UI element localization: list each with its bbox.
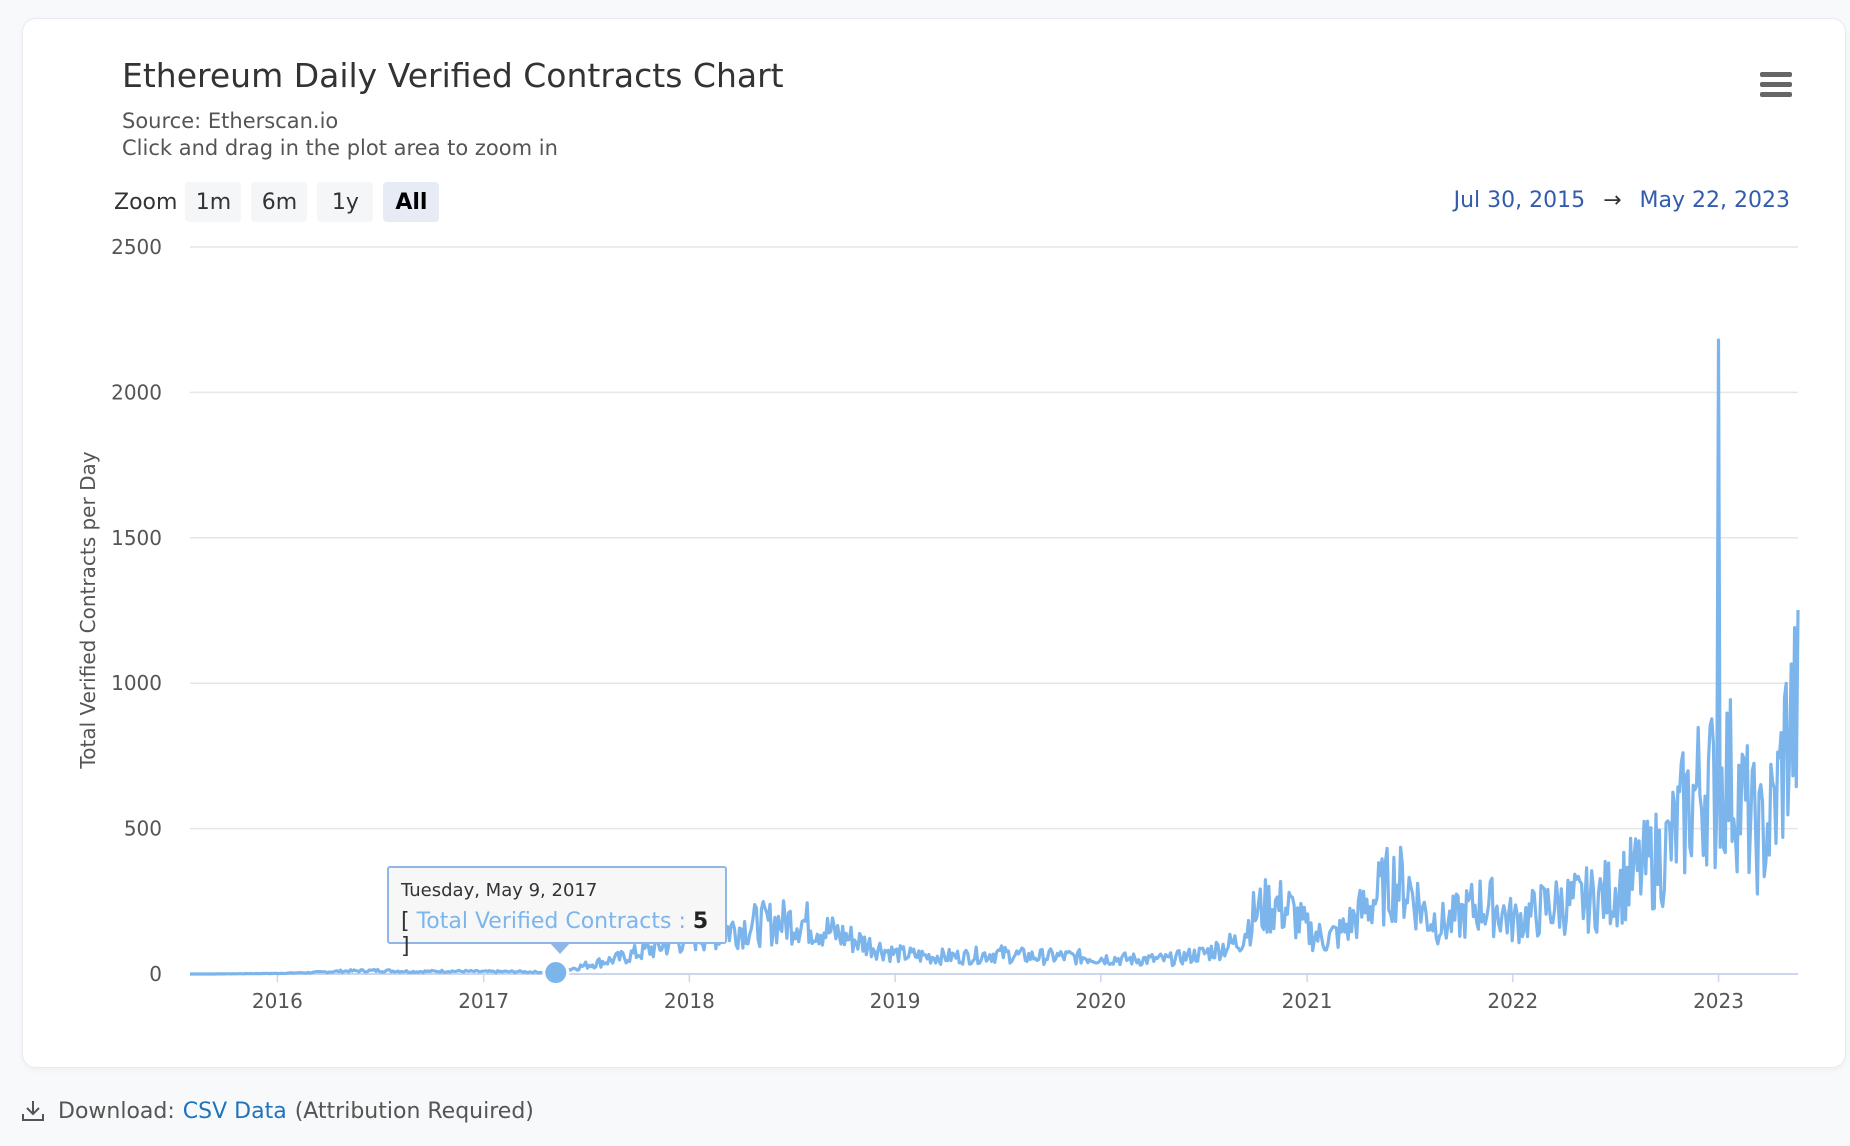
- x-tick-label: 2023: [1693, 989, 1744, 1013]
- zoom-6m-button[interactable]: 6m: [251, 182, 308, 222]
- hover-point-marker: [542, 959, 570, 987]
- download-bar: Download: CSV Data (Attribution Required…: [20, 1098, 534, 1124]
- csv-data-link[interactable]: CSV Data: [182, 1098, 287, 1124]
- zoom-label: Zoom: [114, 189, 178, 215]
- x-tick-label: 2019: [870, 989, 921, 1013]
- menu-bar: [1760, 92, 1792, 97]
- source-text: Source: Etherscan.io: [122, 109, 339, 133]
- attribution-text: (Attribution Required): [294, 1098, 534, 1124]
- tooltip-close: ]: [401, 934, 410, 959]
- download-label: Download:: [58, 1098, 175, 1124]
- zoom-all-button[interactable]: All: [383, 182, 440, 222]
- tooltip-sep: :: [678, 909, 686, 934]
- chart-tooltip: Tuesday, May 9, 2017 [ Total Verified Co…: [387, 866, 727, 959]
- x-tick-label: 2016: [252, 989, 303, 1013]
- y-tick-label: 0: [149, 962, 162, 986]
- zoom-1m-button[interactable]: 1m: [185, 182, 242, 222]
- y-tick-label: 1000: [111, 671, 162, 695]
- y-tick-label: 2000: [111, 380, 162, 404]
- zoom-selector: Zoom 1m 6m 1y All: [114, 182, 449, 222]
- zoom-1y-button[interactable]: 1y: [317, 182, 374, 222]
- download-icon: [22, 1101, 44, 1121]
- range-arrow: →: [1603, 188, 1622, 213]
- x-tick-label: 2021: [1282, 989, 1333, 1013]
- tooltip-date: Tuesday, May 9, 2017: [401, 880, 598, 901]
- y-tick-label: 2500: [111, 235, 162, 259]
- chart-menu-icon[interactable]: [1760, 72, 1792, 100]
- range-to-input[interactable]: May 22, 2023: [1639, 188, 1790, 213]
- y-tick-label: 1500: [111, 526, 162, 550]
- x-tick-label: 2017: [458, 989, 509, 1013]
- tooltip-open: [: [401, 909, 410, 934]
- y-tick-label: 500: [124, 817, 162, 841]
- tooltip-series-name: Total Verified Contracts: [416, 909, 672, 934]
- zoom-hint-text: Click and drag in the plot area to zoom …: [122, 136, 558, 160]
- tooltip-value-line: [ Total Verified Contracts : 5 ]: [401, 909, 713, 959]
- menu-bar: [1760, 82, 1792, 87]
- chart-title: Ethereum Daily Verified Contracts Chart: [122, 56, 784, 95]
- x-tick-label: 2018: [664, 989, 715, 1013]
- date-range: Jul 30, 2015 → May 22, 2023: [1454, 188, 1790, 213]
- menu-bar: [1760, 72, 1792, 77]
- x-tick-label: 2022: [1487, 989, 1538, 1013]
- tooltip-value: 5: [692, 909, 709, 934]
- x-tick-label: 2020: [1075, 989, 1126, 1013]
- series-line: [190, 338, 1800, 976]
- chart-subtitle: Source: Etherscan.io Click and drag in t…: [122, 108, 558, 162]
- range-from-input[interactable]: Jul 30, 2015: [1453, 188, 1586, 213]
- y-axis-title: Total Verified Contracts per Day: [76, 451, 100, 769]
